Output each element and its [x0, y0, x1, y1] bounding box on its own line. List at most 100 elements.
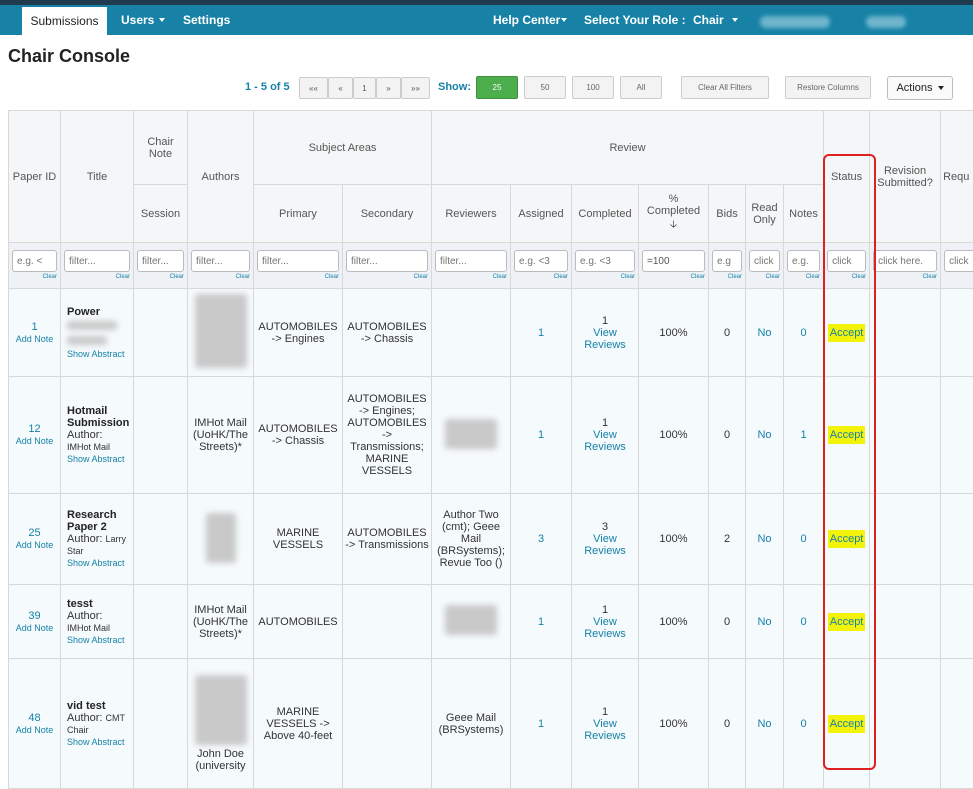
- show-abstract-link[interactable]: Show Abstract: [67, 737, 125, 747]
- status-badge[interactable]: Accept: [828, 530, 866, 548]
- filter-title[interactable]: [64, 250, 130, 272]
- clear-filter-link[interactable]: Clear: [12, 273, 57, 281]
- pager-first-button[interactable]: ««: [299, 77, 328, 99]
- notes-link[interactable]: 1: [800, 429, 806, 441]
- clear-filter-link[interactable]: Clear: [575, 273, 635, 281]
- col-primary[interactable]: Primary: [254, 185, 343, 243]
- filter-bids[interactable]: [712, 250, 742, 272]
- view-reviews-link[interactable]: View Reviews: [584, 616, 626, 640]
- pager-page-button[interactable]: 1: [353, 77, 376, 99]
- assigned-link[interactable]: 3: [538, 533, 544, 545]
- view-reviews-link[interactable]: View Reviews: [584, 429, 626, 453]
- clear-filter-link[interactable]: Clear: [944, 273, 973, 281]
- paper-id-link[interactable]: 25: [28, 527, 40, 539]
- filter-notes[interactable]: [787, 250, 820, 272]
- col-assigned[interactable]: Assigned: [511, 185, 572, 243]
- col-bids[interactable]: Bids: [709, 185, 746, 243]
- col-title[interactable]: Title: [61, 111, 134, 243]
- col-chair-note[interactable]: Chair Note: [134, 111, 188, 185]
- status-badge[interactable]: Accept: [828, 715, 866, 733]
- clear-filter-link[interactable]: Clear: [712, 273, 742, 281]
- col-secondary[interactable]: Secondary: [343, 185, 432, 243]
- notes-link[interactable]: 0: [800, 718, 806, 730]
- clear-filter-link[interactable]: Clear: [827, 273, 866, 281]
- add-note-link[interactable]: Add Note: [16, 436, 54, 446]
- col-authors[interactable]: Authors: [188, 111, 254, 243]
- assigned-link[interactable]: 1: [538, 429, 544, 441]
- col-session[interactable]: Session: [134, 185, 188, 243]
- clear-filter-link[interactable]: Clear: [514, 273, 568, 281]
- clear-filter-link[interactable]: Clear: [749, 273, 780, 281]
- clear-all-filters-button[interactable]: Clear All Filters: [681, 76, 769, 99]
- show-abstract-link[interactable]: Show Abstract: [67, 635, 125, 645]
- add-note-link[interactable]: Add Note: [16, 623, 54, 633]
- filter-primary[interactable]: [257, 250, 339, 272]
- show-50-button[interactable]: 50: [524, 76, 566, 99]
- filter-revision[interactable]: [873, 250, 937, 272]
- filter-pct-completed[interactable]: [642, 250, 705, 272]
- col-completed[interactable]: Completed: [572, 185, 639, 243]
- user-name-redacted[interactable]: [760, 16, 830, 28]
- view-reviews-link[interactable]: View Reviews: [584, 533, 626, 557]
- paper-id-link[interactable]: 39: [28, 610, 40, 622]
- show-all-button[interactable]: All: [620, 76, 662, 99]
- nav-settings[interactable]: Settings: [183, 5, 230, 35]
- col-paper-id[interactable]: Paper ID: [9, 111, 61, 243]
- read-only-link[interactable]: No: [757, 429, 771, 441]
- col-read-only[interactable]: Read Only: [746, 185, 784, 243]
- notes-link[interactable]: 0: [800, 533, 806, 545]
- user-menu-redacted[interactable]: [866, 16, 906, 28]
- status-badge[interactable]: Accept: [828, 324, 866, 342]
- filter-read-only[interactable]: [749, 250, 780, 272]
- read-only-link[interactable]: No: [757, 616, 771, 628]
- pager-last-button[interactable]: »»: [401, 77, 430, 99]
- clear-filter-link[interactable]: Clear: [642, 273, 705, 281]
- read-only-link[interactable]: No: [757, 327, 771, 339]
- paper-id-link[interactable]: 12: [28, 423, 40, 435]
- show-25-button[interactable]: 25: [476, 76, 518, 99]
- clear-filter-link[interactable]: Clear: [64, 273, 130, 281]
- assigned-link[interactable]: 1: [538, 718, 544, 730]
- filter-status[interactable]: [827, 250, 866, 272]
- col-pct-completed[interactable]: % Completed🡣: [639, 185, 709, 243]
- add-note-link[interactable]: Add Note: [16, 334, 54, 344]
- clear-filter-link[interactable]: Clear: [435, 273, 507, 281]
- filter-paper-id[interactable]: [12, 250, 57, 272]
- assigned-link[interactable]: 1: [538, 327, 544, 339]
- clear-filter-link[interactable]: Clear: [873, 273, 937, 281]
- clear-filter-link[interactable]: Clear: [257, 273, 339, 281]
- col-reviewers[interactable]: Reviewers: [432, 185, 511, 243]
- role-dropdown[interactable]: Chair: [693, 5, 738, 35]
- pager-next-button[interactable]: »: [376, 77, 401, 99]
- clear-filter-link[interactable]: Clear: [346, 273, 428, 281]
- col-status[interactable]: Status: [824, 111, 870, 243]
- clear-filter-link[interactable]: Clear: [137, 273, 184, 281]
- view-reviews-link[interactable]: View Reviews: [584, 327, 626, 351]
- filter-completed[interactable]: [575, 250, 635, 272]
- pager-prev-button[interactable]: «: [328, 77, 353, 99]
- col-notes[interactable]: Notes: [784, 185, 824, 243]
- filter-authors[interactable]: [191, 250, 250, 272]
- filter-reviewers[interactable]: [435, 250, 507, 272]
- col-requested[interactable]: Requ: [941, 111, 973, 243]
- show-100-button[interactable]: 100: [572, 76, 614, 99]
- filter-session[interactable]: [137, 250, 184, 272]
- nav-help-center[interactable]: Help Center: [493, 5, 567, 35]
- view-reviews-link[interactable]: View Reviews: [584, 718, 626, 742]
- status-badge[interactable]: Accept: [828, 613, 866, 631]
- filter-requested[interactable]: [944, 250, 973, 272]
- status-badge[interactable]: Accept: [828, 426, 866, 444]
- show-abstract-link[interactable]: Show Abstract: [67, 558, 125, 568]
- actions-dropdown[interactable]: Actions: [887, 76, 953, 100]
- tab-submissions[interactable]: Submissions: [22, 7, 107, 35]
- clear-filter-link[interactable]: Clear: [191, 273, 250, 281]
- add-note-link[interactable]: Add Note: [16, 540, 54, 550]
- show-abstract-link[interactable]: Show Abstract: [67, 349, 125, 359]
- show-abstract-link[interactable]: Show Abstract: [67, 454, 125, 464]
- restore-columns-button[interactable]: Restore Columns: [785, 76, 871, 99]
- paper-id-link[interactable]: 48: [28, 712, 40, 724]
- filter-secondary[interactable]: [346, 250, 428, 272]
- read-only-link[interactable]: No: [757, 718, 771, 730]
- assigned-link[interactable]: 1: [538, 616, 544, 628]
- nav-users-menu[interactable]: Users: [121, 5, 165, 35]
